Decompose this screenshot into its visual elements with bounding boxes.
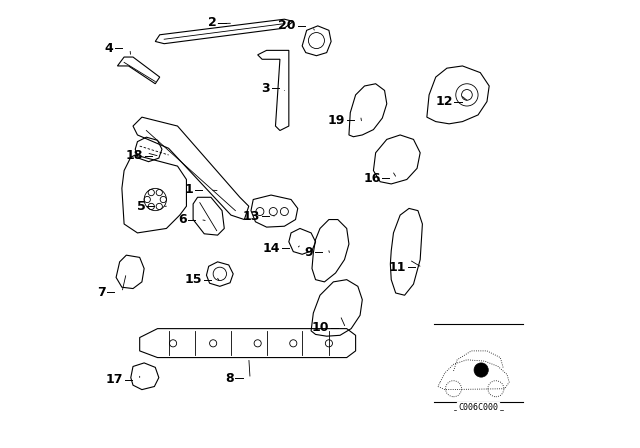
Text: 7: 7: [97, 286, 106, 299]
Text: 18: 18: [126, 149, 143, 162]
Text: 4: 4: [105, 42, 113, 55]
Text: 3: 3: [262, 82, 270, 95]
Text: 6: 6: [178, 213, 186, 226]
Text: C006C000: C006C000: [458, 403, 498, 412]
Text: 19: 19: [328, 114, 345, 127]
Text: 17: 17: [106, 373, 124, 386]
Text: 12: 12: [435, 95, 452, 108]
Text: 9: 9: [304, 246, 313, 258]
Text: 20: 20: [278, 19, 296, 32]
Text: 11: 11: [388, 261, 406, 274]
Text: 8: 8: [225, 372, 234, 385]
Circle shape: [474, 363, 488, 377]
Text: 10: 10: [312, 321, 330, 334]
Text: 15: 15: [185, 273, 202, 286]
Text: 1: 1: [185, 183, 193, 196]
Text: 14: 14: [262, 242, 280, 255]
Text: 5: 5: [137, 200, 145, 213]
Text: 2: 2: [208, 16, 217, 29]
Text: 16: 16: [363, 172, 381, 185]
Text: 13: 13: [243, 210, 260, 223]
